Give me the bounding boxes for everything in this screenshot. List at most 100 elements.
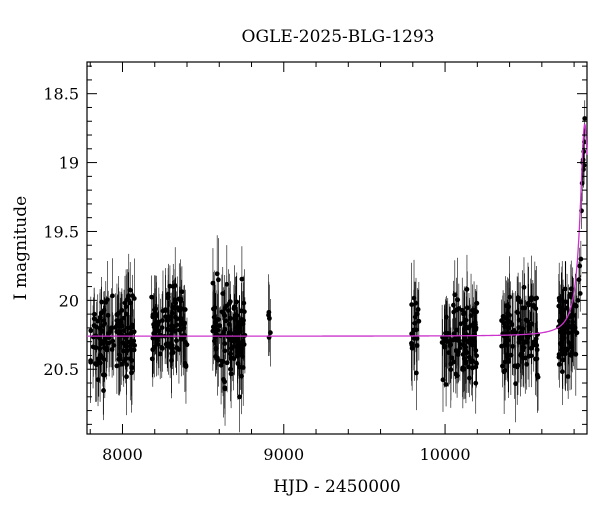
data-point — [173, 338, 179, 344]
data-point — [532, 296, 538, 302]
data-point — [235, 353, 240, 359]
data-point — [210, 328, 216, 334]
data-point — [504, 352, 510, 358]
data-point — [474, 309, 480, 315]
data-point — [234, 299, 240, 305]
data-point — [468, 357, 473, 363]
data-point — [504, 303, 509, 309]
data-point — [228, 366, 233, 372]
data-point — [97, 315, 103, 320]
plot-frame — [86, 61, 588, 435]
data-point — [503, 315, 508, 321]
data-point — [530, 303, 536, 309]
data-point — [178, 316, 184, 322]
data-point — [578, 256, 584, 262]
data-point — [470, 338, 476, 343]
data-point — [453, 348, 459, 354]
data-point — [458, 321, 464, 327]
data-point — [111, 342, 117, 348]
data-point — [238, 350, 243, 356]
data-point — [516, 325, 522, 330]
data-point — [556, 352, 562, 357]
data-point — [520, 326, 525, 332]
data-point — [172, 283, 178, 289]
data-point — [182, 307, 188, 312]
data-point — [88, 359, 94, 365]
data-point — [514, 309, 520, 315]
data-point — [107, 329, 113, 334]
data-point — [237, 394, 242, 400]
y-tick-label: 19 — [59, 154, 79, 173]
data-point — [104, 297, 110, 303]
data-point — [97, 352, 103, 358]
data-point — [95, 356, 101, 362]
data-point — [218, 362, 224, 368]
data-point — [101, 356, 107, 362]
data-point — [507, 319, 513, 325]
data-point — [534, 356, 540, 362]
data-point — [122, 300, 128, 306]
data-point — [109, 347, 115, 352]
data-point — [121, 359, 127, 364]
data-point — [90, 344, 96, 350]
data-point — [558, 309, 564, 315]
data-point — [502, 359, 508, 365]
data-point — [576, 277, 582, 283]
data-point — [101, 318, 107, 324]
data-point — [127, 356, 133, 362]
data-point — [577, 263, 583, 269]
data-point — [501, 369, 507, 375]
data-point — [163, 341, 169, 347]
data-point — [524, 339, 530, 345]
data-point — [533, 336, 539, 342]
data-point — [101, 388, 106, 393]
x-tick-label: 9000 — [263, 445, 304, 464]
data-point — [214, 327, 220, 333]
data-point — [222, 305, 228, 311]
data-point — [129, 322, 135, 328]
y-tick-label: 20 — [59, 291, 79, 310]
data-point — [500, 363, 505, 369]
data-point — [241, 300, 247, 306]
data-point — [183, 362, 189, 368]
data-point — [234, 313, 239, 318]
data-point — [581, 162, 587, 168]
data-point — [454, 307, 459, 313]
data-point — [452, 292, 458, 298]
y-tick-label: 19.5 — [43, 222, 79, 241]
data-point — [563, 348, 568, 354]
data-point — [215, 317, 221, 322]
data-point — [562, 325, 567, 331]
data-point — [412, 314, 418, 320]
data-point — [129, 370, 134, 376]
data-point — [219, 309, 225, 315]
data-point — [121, 315, 127, 321]
data-point — [93, 362, 99, 368]
data-point — [582, 116, 588, 121]
data-point — [569, 324, 575, 330]
data-point — [214, 271, 220, 277]
data-point — [101, 323, 106, 328]
data-point — [213, 354, 219, 359]
model-curve — [87, 123, 588, 337]
data-point — [515, 295, 521, 300]
data-point — [103, 345, 109, 350]
data-point — [174, 316, 180, 322]
data-point — [130, 293, 136, 299]
data-point — [153, 329, 158, 335]
data-point — [100, 328, 106, 334]
data-point — [210, 324, 216, 330]
data-point — [102, 338, 108, 344]
data-point — [222, 379, 227, 385]
data-point — [165, 295, 171, 301]
data-point — [516, 335, 522, 341]
data-point — [469, 342, 475, 348]
data-point — [211, 314, 217, 320]
data-point — [413, 370, 419, 376]
data-point — [114, 363, 120, 369]
data-point — [580, 157, 586, 163]
data-point — [170, 310, 175, 316]
data-point — [228, 355, 234, 361]
data-point — [91, 316, 97, 322]
